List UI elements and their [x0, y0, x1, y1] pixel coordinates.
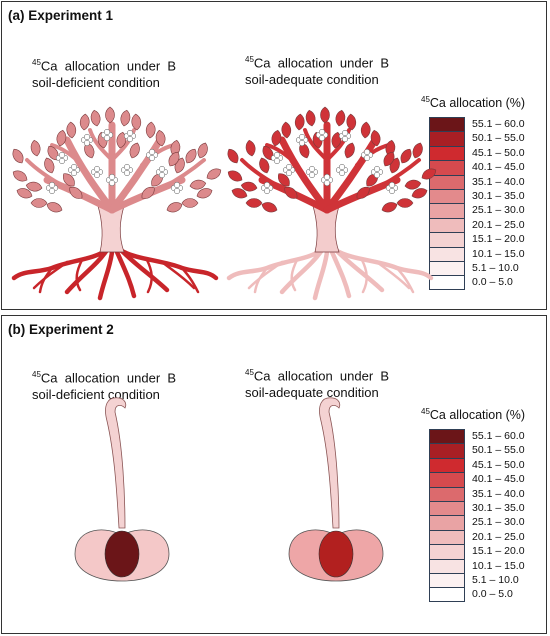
legend-range-label: 0.0 – 5.0 — [472, 588, 513, 601]
adequate-heading: 45Ca allocation under B soil-adequate co… — [245, 55, 390, 88]
tree-blossoms — [260, 128, 399, 195]
legend-range-label: 5.1 – 10.0 — [472, 261, 519, 274]
fruit-seed — [318, 530, 354, 578]
legend-range-label: 45.1 – 50.0 — [472, 458, 525, 471]
fruit-adequate-illustration — [288, 397, 384, 582]
legend-swatch — [429, 544, 465, 559]
legend-range-label: 50.1 – 55.0 — [472, 444, 525, 457]
legend-swatch — [429, 587, 465, 602]
legend-range-label: 15.1 – 20.0 — [472, 545, 525, 558]
legend-range-label: 10.1 – 15.0 — [472, 247, 525, 260]
legend-swatch — [429, 443, 465, 458]
legend-range-label: 45.1 – 50.0 — [472, 146, 525, 159]
legend-swatch — [429, 500, 465, 516]
fruit-stem — [105, 397, 127, 529]
adequate-heading: 45Ca allocation under B soil-adequate co… — [245, 368, 390, 401]
legend-range-label: 35.1 – 40.0 — [472, 175, 525, 188]
tree-deficient-illustration — [11, 106, 222, 301]
legend-swatch — [429, 275, 465, 290]
tree-roots — [226, 247, 434, 301]
legend-swatch — [429, 174, 465, 189]
legend-swatch — [429, 217, 465, 233]
legend-swatch — [429, 117, 465, 132]
legend-swatch — [429, 572, 465, 588]
deficient-heading: 45Ca allocation under B soil-deficient c… — [32, 58, 177, 91]
legend-range-label: 55.1 – 60.0 — [472, 430, 525, 442]
experiment-2-panel: (b) Experiment 2 45Ca allocation under B… — [1, 315, 547, 634]
legend-range-label: 30.1 – 35.0 — [472, 189, 525, 202]
fruit-seed — [104, 530, 140, 578]
legend-swatch — [429, 472, 465, 487]
legend-swatch — [429, 429, 465, 444]
legend-range-label: 10.1 – 15.0 — [472, 559, 525, 572]
legend-range-label: 40.1 – 45.0 — [472, 473, 525, 486]
legend-swatch — [429, 529, 465, 545]
fruit-deficient-illustration — [74, 397, 170, 582]
legend-range-label: 55.1 – 60.0 — [472, 118, 525, 130]
legend-range-label: 0.0 – 5.0 — [472, 276, 513, 289]
legend-swatch — [429, 246, 465, 261]
legend-swatch — [429, 558, 465, 573]
legend-swatch — [429, 232, 465, 247]
legend-range-label: 20.1 – 25.0 — [472, 218, 525, 231]
legend-range-label: 25.1 – 30.0 — [472, 516, 525, 529]
experiment-1-panel: (a) Experiment 1 45Ca allocation under B… — [1, 1, 547, 310]
legend-swatch — [429, 131, 465, 146]
tree-leaves — [227, 106, 437, 213]
legend-range-label: 25.1 – 30.0 — [472, 204, 525, 217]
experiment-1-title: (a) Experiment 1 — [8, 8, 114, 23]
legend-range-label: 20.1 – 25.0 — [472, 530, 525, 543]
legend-swatch — [429, 457, 465, 473]
tree-blossoms — [45, 128, 184, 195]
tree-roots — [11, 247, 219, 301]
legend-swatch — [429, 515, 465, 530]
legend-range-label: 50.1 – 55.0 — [472, 132, 525, 145]
legend-title: 45Ca allocation (%) — [421, 407, 526, 423]
deficient-heading: 45Ca allocation under B soil-deficient c… — [32, 370, 177, 403]
legend-swatch — [429, 145, 465, 161]
legend-range-label: 30.1 – 35.0 — [472, 501, 525, 514]
legend-swatch — [429, 160, 465, 175]
tree-leaves — [12, 106, 222, 213]
legend-swatch — [429, 260, 465, 276]
legend-title: 45Ca allocation (%) — [421, 95, 526, 111]
legend-swatch — [429, 188, 465, 204]
fruit-stem — [319, 397, 341, 529]
legend-range-label: 35.1 – 40.0 — [472, 487, 525, 500]
experiment-2-title: (b) Experiment 2 — [8, 322, 114, 337]
tree-adequate-illustration — [226, 106, 437, 301]
legend-range-label: 40.1 – 45.0 — [472, 161, 525, 174]
legend-swatch — [429, 486, 465, 501]
legend-range-label: 5.1 – 10.0 — [472, 573, 519, 586]
legend-range-label: 15.1 – 20.0 — [472, 233, 525, 246]
legend-swatch — [429, 203, 465, 218]
